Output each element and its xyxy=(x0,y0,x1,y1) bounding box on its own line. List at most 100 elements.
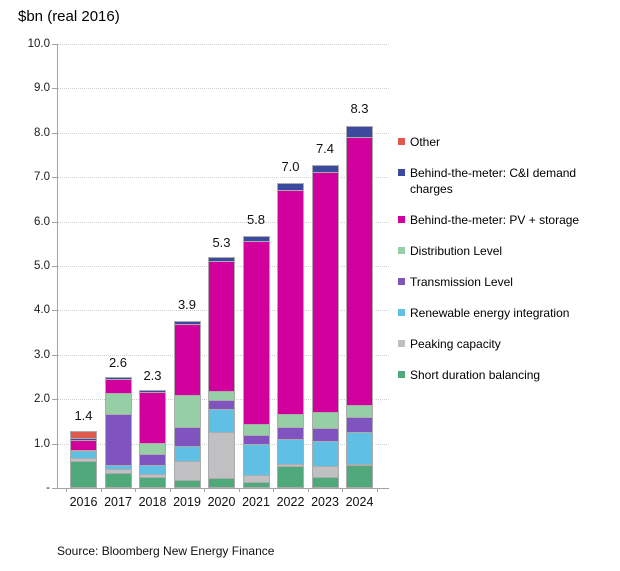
y-axis-label: 6.0 xyxy=(34,215,50,228)
bar-2019[interactable] xyxy=(173,321,201,488)
gridline xyxy=(58,88,389,90)
bar-segment[interactable] xyxy=(173,461,201,481)
bar-segment[interactable] xyxy=(242,482,270,488)
y-axis-tick xyxy=(52,399,58,401)
bar-segment[interactable] xyxy=(277,414,304,428)
legend-label: Other xyxy=(410,135,441,149)
bar-segment[interactable] xyxy=(208,478,235,488)
legend-label: Behind-the-meter: PV + storage xyxy=(410,213,580,227)
source-note: Source: Bloomberg New Energy Finance xyxy=(57,544,275,558)
bar-segment[interactable] xyxy=(173,395,201,428)
bar-2024[interactable] xyxy=(346,126,373,488)
bar-segment[interactable] xyxy=(311,172,339,413)
x-axis-label: 2024 xyxy=(345,495,374,509)
bar-segment[interactable] xyxy=(173,427,201,447)
bar-2016[interactable] xyxy=(70,431,97,488)
y-axis-tick xyxy=(52,266,58,267)
bar-total-label: 5.8 xyxy=(246,212,266,228)
legend-item: Other xyxy=(398,134,608,150)
bar-total-label: 7.4 xyxy=(315,141,335,157)
bar-segment[interactable] xyxy=(242,241,270,425)
legend-swatch-icon xyxy=(398,371,405,378)
x-axis-tick xyxy=(135,488,137,492)
y-axis-label: 5.0 xyxy=(34,260,50,272)
legend: Other Behind-the-meter: C&I demand charge… xyxy=(398,134,608,383)
bar-segment[interactable] xyxy=(173,480,201,488)
bar-segment[interactable] xyxy=(208,409,235,433)
bar-total-label: 2.6 xyxy=(108,354,128,370)
y-axis-label: 1.0 xyxy=(34,437,50,450)
bar-segment[interactable] xyxy=(70,461,97,488)
bar-2023[interactable] xyxy=(311,165,339,488)
bar-segment[interactable] xyxy=(346,137,373,406)
gridline xyxy=(58,132,389,134)
bar-segment[interactable] xyxy=(311,428,339,442)
bar-segment[interactable] xyxy=(242,444,270,476)
x-axis-tick xyxy=(273,488,275,492)
bar-2022[interactable] xyxy=(277,183,304,488)
bar-total-label: 7.0 xyxy=(281,159,300,175)
bar-segment[interactable] xyxy=(311,441,339,467)
x-axis-tick xyxy=(307,488,309,492)
x-axis-label: 2019 xyxy=(173,495,201,509)
bar-segment[interactable] xyxy=(346,417,373,433)
bar-segment[interactable] xyxy=(277,466,304,488)
legend-swatch-icon xyxy=(398,216,405,223)
legend-swatch-icon xyxy=(398,278,405,285)
x-axis-tick xyxy=(204,488,206,492)
x-axis-tick xyxy=(376,488,378,492)
y-axis-tick xyxy=(52,443,58,445)
bar-segment[interactable] xyxy=(277,190,304,415)
x-axis-label: 2021 xyxy=(242,495,270,509)
bar-segment[interactable] xyxy=(208,432,235,479)
y-axis-label: 7.0 xyxy=(34,171,50,184)
bar-segment[interactable] xyxy=(104,379,132,394)
bar-total-label: 1.4 xyxy=(74,407,93,423)
gridline xyxy=(58,44,389,45)
y-axis-tick xyxy=(52,88,58,90)
legend-item: Transmission Level xyxy=(398,274,608,290)
legend-item: Peaking capacity xyxy=(398,336,608,352)
bar-segment[interactable] xyxy=(346,432,373,465)
bar-segment[interactable] xyxy=(311,477,339,488)
bar-total-label: 8.3 xyxy=(350,101,369,117)
y-axis-tick xyxy=(52,221,58,223)
y-axis-label: - xyxy=(46,482,50,494)
legend-item: Distribution Level xyxy=(398,243,608,259)
legend-label: Behind-the-meter: C&I demand charges xyxy=(410,166,577,196)
bar-segment[interactable] xyxy=(173,324,201,396)
x-axis-tick xyxy=(342,488,344,492)
bar-2020[interactable] xyxy=(208,257,235,488)
x-axis-tick xyxy=(238,488,240,492)
legend-swatch-icon xyxy=(398,169,405,176)
bar-total-label: 3.9 xyxy=(177,296,197,312)
x-axis-label: 2016 xyxy=(69,495,98,509)
y-axis-tick xyxy=(52,44,58,45)
legend-label: Short duration balancing xyxy=(410,368,541,382)
x-axis-label: 2023 xyxy=(311,495,339,509)
legend-label: Renewable energy integration xyxy=(410,306,570,320)
bar-segment[interactable] xyxy=(311,412,339,429)
bar-2018[interactable] xyxy=(139,390,166,488)
chart-title: $bn (real 2016) xyxy=(18,8,120,25)
bar-segment[interactable] xyxy=(277,439,304,465)
bar-segment[interactable] xyxy=(104,414,132,466)
bar-segment[interactable] xyxy=(104,393,132,415)
bar-segment[interactable] xyxy=(139,392,166,444)
bar-segment[interactable] xyxy=(208,261,235,392)
bar-2017[interactable] xyxy=(104,377,132,488)
y-axis-label: 10.0 xyxy=(27,38,50,50)
bar-2021[interactable] xyxy=(242,236,270,488)
legend-swatch-icon xyxy=(398,138,405,145)
legend-swatch-icon xyxy=(398,309,405,316)
bar-total-label: 2.3 xyxy=(143,367,162,383)
bar-segment[interactable] xyxy=(139,477,166,488)
legend-item: Behind-the-meter: PV + storage xyxy=(398,212,608,228)
legend-item: Behind-the-meter: C&I demand charges xyxy=(398,165,608,197)
legend-swatch-icon xyxy=(398,247,405,254)
y-axis-tick xyxy=(52,132,58,134)
bar-segment[interactable] xyxy=(346,465,373,488)
bar-segment[interactable] xyxy=(173,446,201,462)
bar-segment[interactable] xyxy=(104,473,132,488)
y-axis-tick xyxy=(52,488,58,489)
